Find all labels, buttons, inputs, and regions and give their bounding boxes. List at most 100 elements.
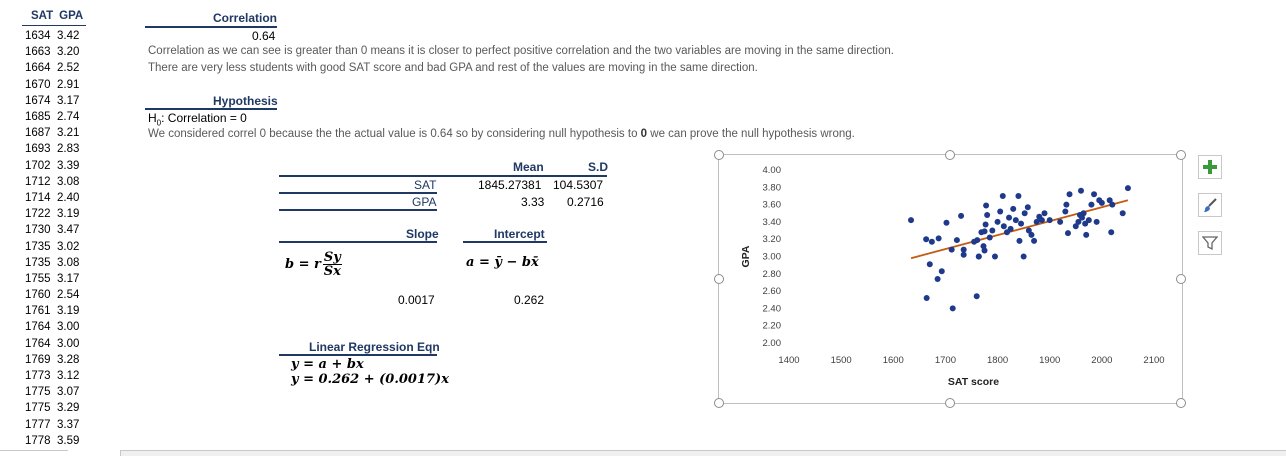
data-point	[1085, 217, 1092, 224]
data-point	[1088, 201, 1095, 208]
sat-cell: 1764	[25, 337, 51, 350]
sat-cell: 1664	[25, 62, 51, 75]
resize-handle-bottom-right[interactable]	[1176, 398, 1186, 408]
sat-cell: 1693	[25, 143, 51, 156]
y-tick-label: 2.40	[763, 303, 782, 314]
resize-handle-top-right[interactable]	[1176, 150, 1186, 160]
resize-handle-right[interactable]	[1176, 274, 1186, 284]
data-point	[1080, 210, 1087, 217]
y-tick-label: 3.20	[763, 234, 782, 245]
resize-handle-top-left[interactable]	[714, 150, 724, 160]
gpa-cell: 3.28	[57, 353, 80, 366]
data-point	[1057, 218, 1064, 225]
table-row: 1685 2.74	[22, 109, 86, 125]
sat-cell: 1674	[25, 94, 51, 107]
sat-cell: 1735	[25, 240, 51, 253]
data-point	[908, 217, 915, 224]
regression-eq-fitted: y = 0.262 + (0.0017)x	[291, 372, 449, 387]
scatter-chart[interactable]: 2.00 2.20 2.40 2.60 2.80 3.00 3.20 3.40 3.60 3.80…	[718, 154, 1183, 404]
data-point	[953, 237, 960, 244]
gpa-cell: 3.21	[57, 127, 80, 140]
sheet-tab-strip[interactable]	[0, 450, 68, 456]
table-row: 1712 3.08	[22, 174, 86, 190]
data-point	[928, 238, 935, 245]
data-table: SAT GPA 1634 3.42 1663 3.20 1664 2.52 1670 2.91…	[22, 10, 86, 449]
slope-underline	[279, 241, 437, 243]
gpa-cell: 3.17	[57, 94, 80, 107]
data-point	[986, 234, 993, 241]
y-tick-label: 2.80	[763, 269, 782, 280]
stats-top-line	[279, 175, 607, 177]
gpa-cell: 2.83	[57, 143, 80, 156]
sat-cell: 1634	[25, 30, 51, 43]
sat-cell: 1773	[25, 370, 51, 383]
y-tick-label: 2.00	[763, 338, 782, 349]
trendline	[910, 199, 1129, 260]
intercept-value: 0.262	[514, 293, 545, 307]
stats-mid-line	[279, 192, 437, 194]
intercept-underline	[463, 241, 547, 243]
regression-heading: Linear Regression Eqn	[309, 340, 440, 354]
data-point	[1007, 225, 1014, 232]
sat-mean: 1845.27381	[478, 178, 542, 192]
resize-handle-left[interactable]	[714, 274, 724, 284]
resize-handle-top[interactable]	[945, 150, 955, 160]
data-point	[938, 268, 945, 275]
resize-handle-bottom-left[interactable]	[714, 398, 724, 408]
regression-underline	[279, 354, 437, 356]
data-point	[1124, 185, 1131, 192]
h0-text: : Correlation = 0	[161, 111, 247, 125]
gpa-cell: 3.42	[57, 30, 80, 43]
chart-elements-button[interactable]	[1198, 155, 1222, 179]
data-point	[991, 253, 998, 260]
data-point	[923, 236, 930, 243]
gpa-cell: 2.40	[57, 191, 80, 204]
hypothesis-explanation: We considered correl 0 because the the a…	[148, 128, 855, 140]
y-tick-label: 2.20	[763, 321, 782, 332]
data-point	[994, 218, 1001, 225]
sat-sd: 104.5307	[553, 178, 604, 192]
data-point	[1016, 237, 1023, 244]
horizontal-scrollbar[interactable]	[120, 450, 1286, 456]
data-point	[1083, 231, 1090, 238]
data-point	[989, 227, 996, 234]
data-point	[960, 251, 967, 258]
gpa-cell: 2.52	[57, 62, 80, 75]
data-point	[1000, 223, 1007, 230]
table-row: 1722 3.19	[22, 206, 86, 222]
data-point	[982, 221, 989, 228]
table-row: 1775 3.07	[22, 384, 86, 400]
data-table-body: 1634 3.42 1663 3.20 1664 2.52 1670 2.91 1674 3.17…	[22, 28, 86, 449]
data-point	[999, 192, 1006, 199]
table-row: 1764 3.00	[22, 336, 86, 352]
hypothesis-desc-bold: 0	[640, 128, 648, 140]
data-point	[1010, 205, 1017, 212]
y-tick-label: 3.00	[763, 252, 782, 263]
chart-styles-button[interactable]	[1198, 193, 1222, 217]
gpa-mean: 3.33	[521, 195, 545, 209]
data-point	[1106, 197, 1113, 204]
table-row: 1777 3.37	[22, 417, 86, 433]
gpa-row-label: GPA	[412, 195, 437, 209]
x-tick-label: 1500	[831, 355, 852, 366]
gpa-cell: 3.39	[57, 159, 80, 172]
gpa-cell: 3.19	[57, 208, 80, 221]
chart-filters-button[interactable]	[1198, 231, 1222, 255]
data-point	[1018, 220, 1025, 227]
resize-handle-bottom[interactable]	[945, 398, 955, 408]
sat-cell: 1777	[25, 418, 51, 431]
sat-cell: 1755	[25, 272, 51, 285]
slope-value: 0.0017	[398, 293, 435, 307]
correlation-explanation-2: There are very less students with good S…	[148, 62, 758, 74]
data-point	[1033, 218, 1040, 225]
data-point	[1024, 204, 1031, 211]
gpa-cell: 3.12	[57, 370, 80, 383]
table-row: 1773 3.12	[22, 368, 86, 384]
intercept-formula: a = ȳ − bx̄	[466, 255, 539, 270]
sat-cell: 1769	[25, 353, 51, 366]
hypothesis-desc-part2: we can prove the null hypothesis wrong.	[647, 128, 855, 140]
table-row: 1663 3.20	[22, 44, 86, 60]
x-tick-label: 1900	[1039, 355, 1060, 366]
intercept-header: Intercept	[494, 227, 545, 241]
header-divider	[22, 25, 86, 26]
